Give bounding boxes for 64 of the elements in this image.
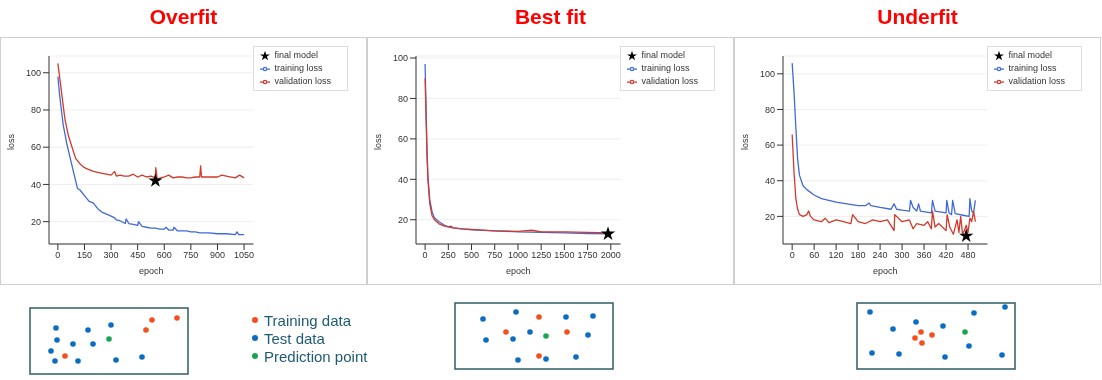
x-tick-label: 250 xyxy=(440,250,456,261)
y-tick-label: 60 xyxy=(397,134,408,145)
x-axis-title: epoch xyxy=(505,266,531,276)
legend-label: final model xyxy=(274,50,318,60)
y-tick-label: 20 xyxy=(764,211,775,222)
y-tick-label: 20 xyxy=(397,214,408,225)
legend-label: validation loss xyxy=(641,76,698,86)
x-tick-label: 1250 xyxy=(531,250,552,261)
x-tick-label: 1750 xyxy=(577,250,598,261)
y-tick-label: 100 xyxy=(25,67,41,78)
x-tick-label: 60 xyxy=(809,250,820,261)
legend-label: training loss xyxy=(274,63,323,73)
y-axis-title: loss xyxy=(373,133,384,150)
x-tick-label: 300 xyxy=(894,250,910,261)
x-tick-label: 0 xyxy=(789,250,795,261)
legend-label: final model xyxy=(1008,50,1052,60)
x-tick-label: 600 xyxy=(156,250,172,261)
x-tick-label: 420 xyxy=(938,250,954,261)
x-tick-label: 480 xyxy=(960,250,976,261)
chart-title: Best fit xyxy=(513,4,588,30)
x-tick-label: 900 xyxy=(209,250,225,261)
y-axis-title: loss xyxy=(740,133,751,150)
x-tick-label: 1500 xyxy=(554,250,575,261)
y-tick-label: 80 xyxy=(764,104,775,115)
y-tick-label: 20 xyxy=(30,216,41,227)
chart-title: Underfit xyxy=(876,4,959,30)
x-tick-label: 750 xyxy=(487,250,503,261)
y-tick-label: 80 xyxy=(30,105,41,116)
x-tick-label: 1000 xyxy=(507,250,528,261)
legend-label: training loss xyxy=(1008,63,1057,73)
y-tick-label: 40 xyxy=(30,179,41,190)
x-tick-label: 120 xyxy=(828,250,844,261)
legend-label: Prediction point xyxy=(264,347,368,365)
legend-label: Test data xyxy=(264,329,325,347)
y-axis-title: loss xyxy=(6,133,17,150)
y-tick-label: 40 xyxy=(764,175,775,186)
x-axis-title: epoch xyxy=(872,266,898,276)
x-tick-label: 0 xyxy=(55,250,61,261)
y-tick-label: 60 xyxy=(764,140,775,151)
legend-label: Training data xyxy=(264,311,351,329)
y-tick-label: 100 xyxy=(759,69,775,80)
x-tick-label: 500 xyxy=(464,250,480,261)
legend-label: validation loss xyxy=(274,76,331,86)
legend-label: final model xyxy=(641,50,685,60)
x-tick-label: 2000 xyxy=(600,250,621,261)
chart-title: Overfit xyxy=(148,4,219,30)
x-tick-label: 240 xyxy=(872,250,888,261)
x-tick-label: 360 xyxy=(916,250,932,261)
x-tick-label: 1050 xyxy=(234,250,255,261)
x-tick-label: 180 xyxy=(850,250,866,261)
x-tick-label: 150 xyxy=(76,250,92,261)
y-tick-label: 40 xyxy=(397,174,408,185)
x-tick-label: 450 xyxy=(130,250,146,261)
y-tick-label: 60 xyxy=(30,142,41,153)
legend-label: validation loss xyxy=(1008,76,1065,86)
x-axis-title: epoch xyxy=(138,266,164,276)
x-tick-label: 300 xyxy=(103,250,119,261)
y-tick-label: 80 xyxy=(397,93,408,104)
line-series xyxy=(57,75,245,236)
line-series xyxy=(791,62,977,218)
y-tick-label: 100 xyxy=(392,53,408,64)
x-tick-label: 0 xyxy=(422,250,428,261)
x-tick-label: 750 xyxy=(183,250,199,261)
legend-label: training loss xyxy=(641,63,690,73)
